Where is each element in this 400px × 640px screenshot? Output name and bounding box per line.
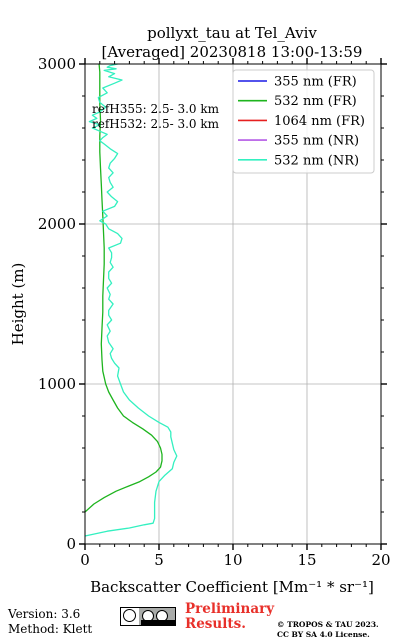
- preliminary-results-note: Preliminary Results.: [185, 602, 274, 632]
- chart-subtitle: [Averaged] 20230818 13:00-13:59: [102, 43, 363, 61]
- x-tick-label-0: 0: [80, 551, 90, 569]
- cc-license-badge: [120, 607, 176, 626]
- copyright-line-1: © TROPOS & TAU 2023.: [277, 620, 379, 629]
- chart-title: pollyxt_tau at Tel_Aviv: [147, 24, 317, 42]
- x-tick-label-2: 10: [223, 551, 242, 569]
- backscatter-chart: pollyxt_tau at Tel_Aviv [Averaged] 20230…: [9, 24, 391, 596]
- legend-label-1: 532 nm (FR): [274, 94, 357, 109]
- method-label: Method: Klett: [8, 622, 93, 636]
- x-tick-label-1: 5: [154, 551, 164, 569]
- legend-label-3: 355 nm (NR): [274, 134, 359, 149]
- legend-label-2: 1064 nm (FR): [274, 114, 365, 129]
- ref-height-text-1: refH532: 2.5- 3.0 km: [92, 117, 220, 131]
- legend-box: [232, 69, 375, 174]
- copyright-note: © TROPOS & TAU 2023. CC BY SA 4.0 Licens…: [277, 620, 379, 639]
- y-tick-label-0: 0: [66, 535, 76, 553]
- y-tick-label-1: 1000: [38, 375, 76, 393]
- series-line-532-nm-nr-: [84, 63, 178, 537]
- ref-height-text-0: refH355: 2.5- 3.0 km: [92, 102, 220, 116]
- preliminary-line-2: Results.: [185, 616, 246, 632]
- y-tick-label-2: 2000: [38, 215, 76, 233]
- axis-ticks: 0 5 10 15 20 0 1000 2000 3000: [38, 55, 391, 569]
- y-axis-label: Height (m): [9, 263, 27, 346]
- copyright-line-2: CC BY SA 4.0 License.: [277, 629, 370, 639]
- x-tick-label-3: 15: [297, 551, 316, 569]
- y-tick-label-3: 3000: [38, 55, 76, 73]
- series-group: [84, 63, 178, 537]
- cc-icon: [123, 609, 136, 622]
- legend-label-4: 532 nm (NR): [274, 153, 359, 168]
- preliminary-line-1: Preliminary: [185, 601, 275, 617]
- x-tick-label-4: 20: [371, 551, 390, 569]
- series-line-532-nm-fr-: [84, 63, 163, 513]
- legend-label-0: 355 nm (FR): [274, 75, 357, 90]
- legend: 355 nm (FR) 532 nm (FR) 1064 nm (FR) 355 nm…: [232, 69, 375, 174]
- x-axis-label: Backscatter Coefficient [Mm⁻¹ * sr⁻¹]: [90, 578, 374, 596]
- version-label: Version: 3.6: [8, 607, 81, 621]
